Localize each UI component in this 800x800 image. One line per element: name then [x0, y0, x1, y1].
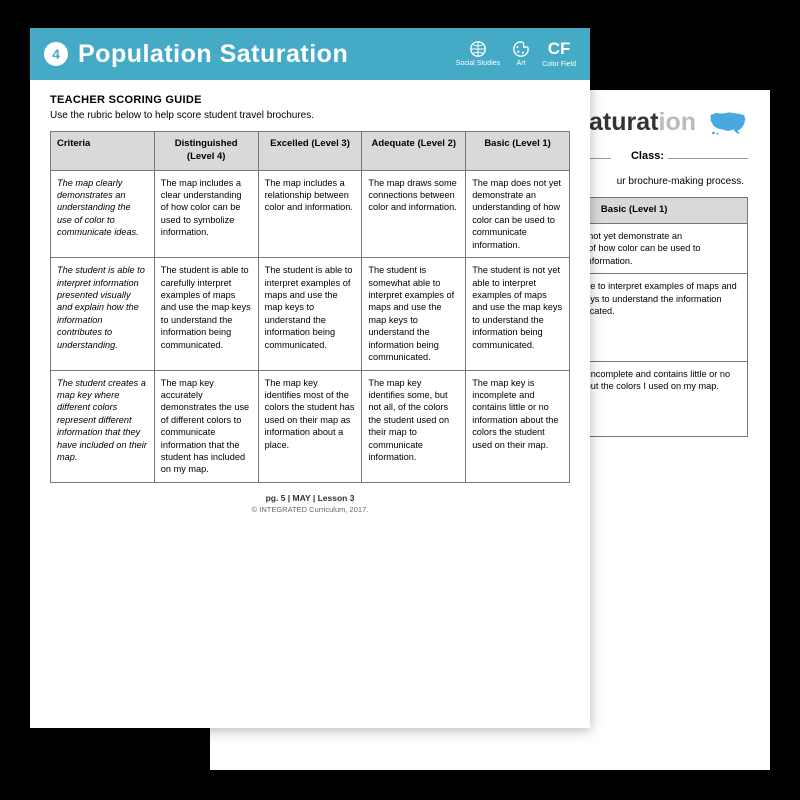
cell-criteria: The student is able to interpret informa… — [51, 258, 155, 370]
cell-l3: The map key identifies most of the color… — [258, 370, 362, 482]
table-header-row: Criteria Distinguished (Level 4) Excelle… — [51, 132, 570, 171]
icon-label: Color Field — [542, 61, 576, 69]
header-bar: 4 Population Saturation Social Studies A… — [30, 28, 590, 80]
cell-l4: The map includes a clear understanding o… — [154, 170, 258, 258]
footer-front: pg. 5 | MAY | Lesson 3 © INTEGRATED Curr… — [50, 493, 570, 514]
back-title-fade: ion — [659, 108, 697, 136]
footer-page: pg. 5 | MAY | Lesson 3 — [50, 493, 570, 503]
cell-l1: The map key is incomplete and contains l… — [466, 370, 570, 482]
cell-criteria: The map clearly demonstrates an understa… — [51, 170, 155, 258]
lesson-number-badge: 4 — [44, 42, 68, 66]
cell-l2: The map draws some connections between c… — [362, 170, 466, 258]
section-subtitle: Use the rubric below to help score stude… — [50, 110, 570, 121]
cf-glyph: CF — [548, 40, 571, 59]
social-studies-icon: Social Studies — [456, 40, 500, 68]
page-title: Population Saturation — [78, 40, 456, 69]
icon-label: Social Studies — [456, 60, 500, 68]
cell-l1: The map does not yet demonstrate an unde… — [466, 170, 570, 258]
worksheet-page-front: 4 Population Saturation Social Studies A… — [30, 28, 590, 728]
table-row: The map clearly demonstrates an understa… — [51, 170, 570, 258]
cell-l3: The student is able to interpret example… — [258, 258, 362, 370]
class-field: Class: — [631, 149, 748, 162]
rubric-table: Criteria Distinguished (Level 4) Excelle… — [50, 131, 570, 483]
icon-label: Art — [517, 60, 526, 68]
front-body: TEACHER SCORING GUIDE Use the rubric bel… — [30, 80, 590, 524]
cell-l3: The map includes a relationship between … — [258, 170, 362, 258]
usa-map-icon — [708, 109, 748, 137]
col-adequate: Adequate (Level 2) — [362, 132, 466, 171]
class-line — [668, 149, 748, 159]
cell-l2: The student is somewhat able to interpre… — [362, 258, 466, 370]
cell-l4: The map key accurately demonstrates the … — [154, 370, 258, 482]
cell-l2: The map key identifies some, but not all… — [362, 370, 466, 482]
footer-copyright: © INTEGRATED Curriculum, 2017. — [50, 505, 570, 514]
color-field-icon: CF Color Field — [542, 40, 576, 68]
section-title: TEACHER SCORING GUIDE — [50, 94, 570, 106]
col-excelled: Excelled (Level 3) — [258, 132, 362, 171]
cell-l4: The student is able to carefully interpr… — [154, 258, 258, 370]
col-basic: Basic (Level 1) — [466, 132, 570, 171]
cell-l1: The student is not yet able to interpret… — [466, 258, 570, 370]
cell-criteria: The student creates a map key where diff… — [51, 370, 155, 482]
back-title-visible: aturat — [589, 108, 658, 136]
header-icons: Social Studies Art CF Color Field — [456, 40, 576, 68]
art-icon: Art — [512, 40, 530, 68]
back-title: aturation — [589, 108, 696, 137]
table-row: The student creates a map key where diff… — [51, 370, 570, 482]
col-criteria: Criteria — [51, 132, 155, 171]
col-distinguished: Distinguished (Level 4) — [154, 132, 258, 171]
class-label: Class: — [631, 150, 664, 162]
table-row: The student is able to interpret informa… — [51, 258, 570, 370]
